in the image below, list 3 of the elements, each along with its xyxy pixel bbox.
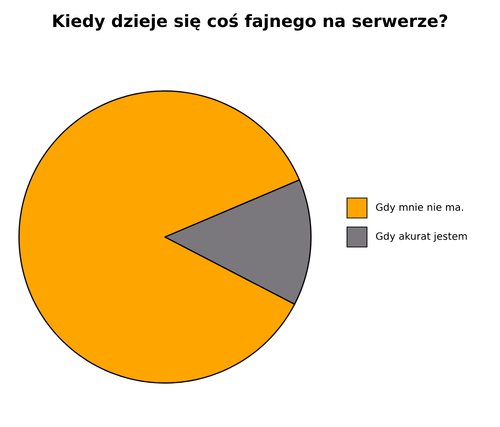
chart-title: Kiedy dzieje się coś fajnego na serwerze? xyxy=(53,13,448,31)
legend-label: Gdy mnie nie ma. xyxy=(376,203,463,213)
legend-label: Gdy akurat jestem xyxy=(376,232,467,242)
